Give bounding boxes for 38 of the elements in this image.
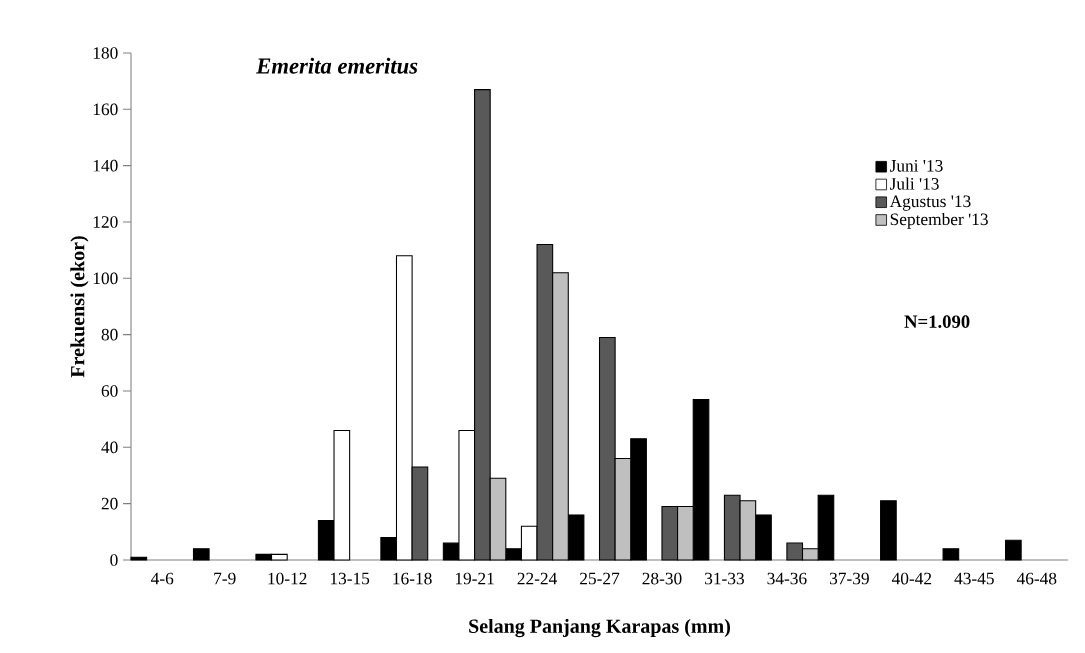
legend-label: Juni '13: [889, 159, 943, 172]
y-tick-label: 20: [101, 497, 118, 510]
y-tick-label: 160: [93, 103, 118, 116]
x-axis-title: Selang Panjang Karapas (mm): [469, 618, 730, 638]
y-axis-title: Frekuensi (ekor): [70, 236, 89, 378]
bar: [880, 500, 897, 561]
y-tick-label: 0: [110, 554, 118, 566]
bar: [1004, 539, 1022, 561]
x-tick-label: 19-21: [455, 572, 494, 585]
x-tick-label: 10-12: [268, 572, 307, 585]
x-tick-label: 22-24: [517, 572, 557, 585]
x-tick-label: 40-42: [891, 572, 932, 585]
legend-label: Agustus '13: [889, 195, 971, 211]
bar: [130, 556, 148, 561]
chart-title: Emerita emeritus: [256, 57, 418, 74]
y-tick-label: 40: [101, 441, 118, 454]
x-tick-label: 46-48: [1016, 572, 1057, 585]
bar: [942, 548, 960, 561]
y-tick-label: 80: [101, 328, 118, 341]
x-tick-label: 31-33: [705, 572, 744, 585]
legend-label: Juli '13: [889, 177, 939, 190]
y-tick-label: 60: [101, 385, 118, 397]
bar: [192, 548, 210, 561]
x-tick-label: 43-45: [954, 572, 994, 585]
annotation: N=1.090: [904, 315, 970, 329]
x-tick-label: 4-6: [151, 572, 174, 585]
y-tick-label: 120: [93, 216, 118, 228]
legend-label: September '13: [890, 212, 988, 229]
x-tick-label: 28-30: [642, 572, 682, 585]
x-tick-label: 37-39: [829, 572, 869, 585]
x-tick-label: 13-15: [330, 572, 370, 585]
x-tick-label: 7-9: [214, 572, 236, 585]
x-tick-label: 34-36: [767, 572, 807, 585]
y-tick-label: 100: [93, 272, 118, 285]
x-tick-label: 16-18: [393, 572, 432, 585]
x-tick-label: 25-27: [580, 572, 620, 585]
y-tick-label: 140: [93, 159, 118, 172]
y-tick-label: 180: [93, 47, 118, 59]
